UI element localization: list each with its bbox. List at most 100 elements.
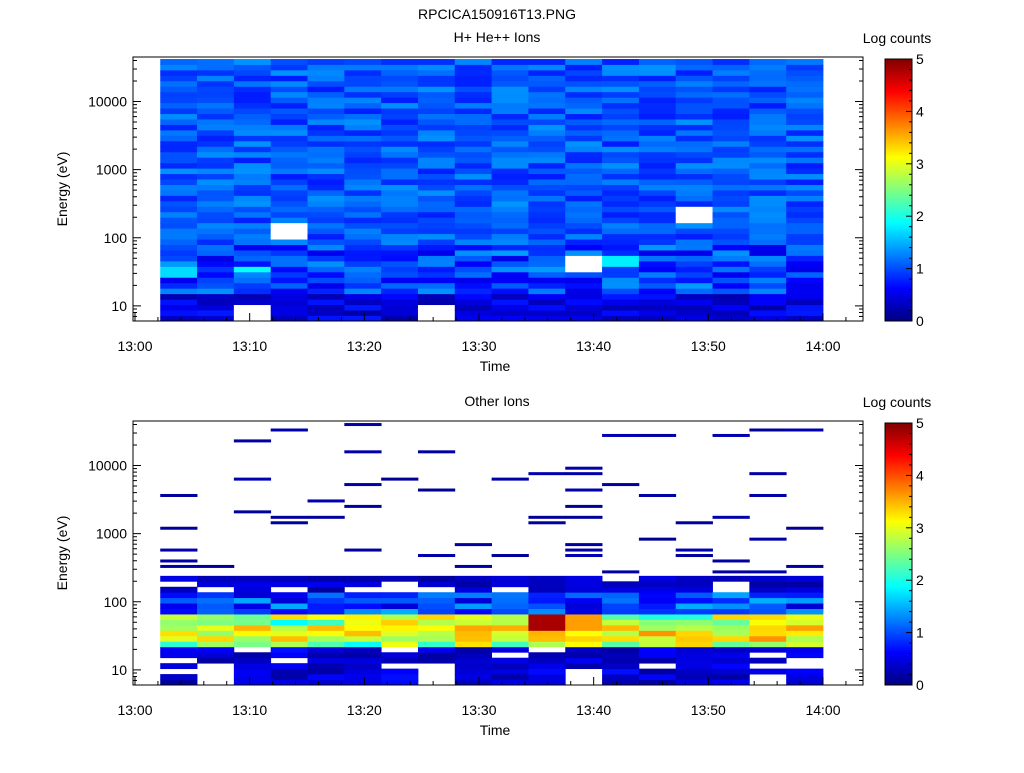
heatmap-cell: [307, 146, 345, 153]
heatmap-cell: [602, 586, 640, 593]
heatmap-cell: [712, 663, 750, 670]
heatmap-cell: [270, 217, 308, 224]
heatmap-cell: [675, 108, 713, 115]
heatmap-cell: [454, 592, 493, 599]
heatmap-cell: [307, 282, 345, 289]
heatmap-cell: [307, 614, 345, 620]
heatmap-cell: [160, 200, 198, 207]
heatmap-cell: [344, 206, 382, 213]
heatmap-cell: [675, 304, 713, 311]
heatmap-cell: [712, 151, 750, 158]
heatmap-cell: [528, 657, 566, 664]
heatmap-cell: [602, 255, 640, 262]
heatmap-cell: [786, 233, 824, 240]
heatmap-cell: [528, 200, 566, 207]
heatmap-cell: [454, 239, 493, 245]
heatmap-cell: [454, 266, 493, 273]
heatmap-cell: [675, 206, 713, 213]
heatmap-cell: [638, 255, 677, 262]
heatmap-cell: [270, 260, 308, 267]
heatmap-cell: [417, 619, 456, 626]
heatmap-cell: [381, 206, 419, 213]
heatmap-cell: [417, 64, 456, 71]
heatmap-cell: [417, 581, 456, 588]
heatmap-cell: [491, 97, 529, 104]
heatmap-cell: [786, 119, 824, 125]
heatmap-cell: [749, 250, 787, 256]
x-tick-label: 13:50: [691, 702, 726, 718]
heatmap-cell: [197, 184, 235, 191]
heatmap-cell: [270, 173, 308, 180]
heatmap-cell: [233, 293, 272, 300]
heatmap-cell: [638, 195, 677, 202]
heatmap-cell: [417, 282, 456, 289]
heatmap-cell: [528, 315, 566, 322]
heatmap-cell: [197, 124, 235, 131]
heatmap-cell: [344, 222, 382, 229]
heatmap-cell: [344, 450, 382, 454]
heatmap-cell: [197, 277, 235, 284]
heatmap-cell: [491, 299, 529, 306]
heatmap-cell: [417, 75, 456, 82]
heatmap-cell: [749, 614, 787, 620]
heatmap-cell: [454, 135, 493, 142]
panel-title: H+ He++ Ions: [454, 29, 541, 45]
heatmap-cell: [160, 575, 198, 582]
heatmap-cell: [160, 69, 198, 76]
heatmap-cell: [197, 135, 235, 142]
heatmap-cell: [712, 652, 750, 659]
heatmap-cell: [270, 250, 308, 256]
heatmap-cell: [528, 592, 566, 599]
heatmap-cell: [712, 173, 750, 180]
heatmap-cell: [160, 564, 198, 568]
heatmap-cell: [344, 608, 382, 615]
figure-filename: RPCICA150916T13.PNG: [418, 6, 576, 22]
heatmap-cell: [749, 190, 787, 196]
heatmap-cell: [565, 603, 603, 609]
heatmap-cell: [786, 162, 824, 169]
heatmap-cell: [197, 624, 235, 631]
heatmap-cell: [454, 69, 493, 76]
y-axis-ticks: 10 100 1000 10000: [88, 423, 863, 686]
heatmap-cell: [712, 433, 750, 437]
heatmap-cell: [233, 217, 272, 224]
heatmap-cell: [602, 277, 640, 284]
heatmap-cell: [565, 548, 603, 552]
heatmap-cell: [344, 168, 382, 175]
heatmap-cell: [454, 179, 493, 185]
heatmap-cell: [270, 119, 308, 125]
heatmap-cell: [160, 119, 198, 125]
heatmap-cell: [712, 97, 750, 104]
heatmap-cell: [270, 679, 308, 686]
heatmap-cell: [675, 271, 713, 278]
heatmap-cell: [233, 108, 272, 115]
heatmap-cell: [344, 146, 382, 153]
heatmap-cell: [491, 477, 529, 481]
heatmap-cell: [160, 679, 198, 686]
heatmap-cell: [565, 206, 603, 213]
heatmap-cell: [712, 140, 750, 147]
heatmap-cell: [417, 162, 456, 169]
heatmap-cell: [565, 592, 603, 599]
heatmap-cell: [344, 483, 382, 487]
heatmap-cell: [528, 515, 566, 519]
heatmap-cell: [528, 124, 566, 131]
heatmap-cell: [786, 206, 824, 213]
heatmap-cell: [602, 668, 640, 675]
heatmap-cell: [381, 228, 419, 235]
heatmap-cell: [491, 630, 529, 637]
heatmap-cell: [565, 97, 603, 104]
heatmap-cell: [307, 646, 345, 653]
heatmap-cell: [786, 69, 824, 76]
heatmap-cell: [307, 581, 345, 588]
heatmap-cell: [712, 592, 750, 599]
heatmap-cell: [565, 304, 603, 311]
heatmap-cell: [675, 151, 713, 158]
heatmap-cell: [270, 86, 308, 93]
heatmap-cell: [528, 282, 566, 289]
heatmap-cell: [712, 124, 750, 131]
heatmap-cell: [491, 597, 529, 604]
heatmap-cell: [233, 624, 272, 631]
heatmap-cell: [602, 162, 640, 169]
heatmap-cell: [270, 80, 308, 87]
